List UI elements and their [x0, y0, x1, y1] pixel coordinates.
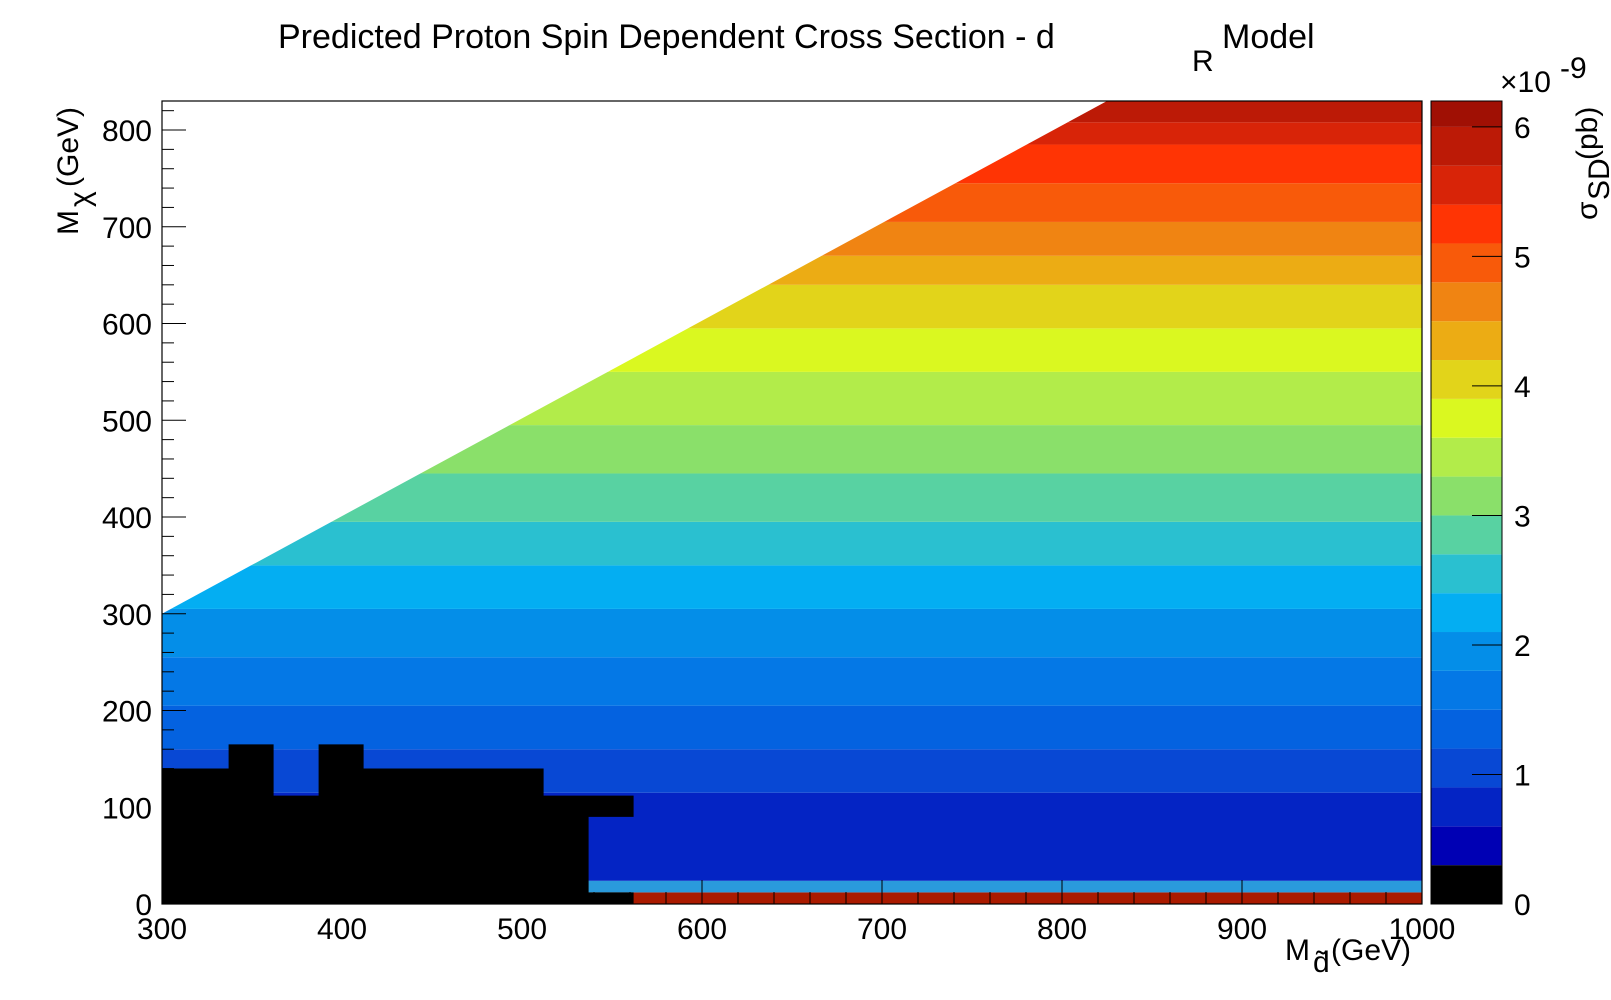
heatmap-band-13 — [162, 284, 1422, 329]
colorbar-segment-19 — [1431, 126, 1502, 166]
colorbar-frame — [1430, 100, 1503, 905]
x-axis-title-unit: (GeV) — [1331, 934, 1411, 967]
z-axis-title-sub: SD — [1583, 158, 1611, 200]
colorbar-segment-7 — [1431, 593, 1502, 633]
colorbar-segment-2 — [1431, 787, 1502, 827]
colorbar-segment-17 — [1431, 204, 1502, 244]
colorbar-segment-0 — [1431, 865, 1502, 904]
colorbar-segment-8 — [1431, 554, 1502, 594]
colorbar-segment-18 — [1431, 165, 1502, 205]
y-tick-label: 200 — [102, 696, 152, 729]
excluded-region — [162, 744, 634, 904]
colorbar-segment-4 — [1431, 709, 1502, 749]
y-tick-label: 700 — [102, 212, 152, 245]
colorbar-segment-12 — [1431, 398, 1502, 438]
heatmap-plot-area — [162, 101, 1422, 904]
heatmap-band-16 — [162, 183, 1422, 222]
z-tick-label: 6 — [1514, 112, 1531, 145]
y-tick-label: 400 — [102, 502, 152, 535]
x-tick-label: 800 — [1037, 913, 1087, 946]
y-tick-label: 300 — [102, 599, 152, 632]
x-tick-label: 500 — [497, 913, 547, 946]
z-axis-title-unit: (pb) — [1571, 107, 1604, 160]
z-tick-label: 1 — [1514, 759, 1531, 792]
heatmap-band-11 — [162, 371, 1422, 426]
x-tick-label: 1000 — [1389, 913, 1456, 946]
x-axis-title-sub: d̃ — [1313, 946, 1330, 979]
y-tick-label: 600 — [102, 309, 152, 342]
colorbar-segment-1 — [1431, 826, 1502, 866]
heatmap-band-9 — [162, 473, 1422, 522]
colorbar-segment-13 — [1431, 360, 1502, 399]
chart-title-main: Predicted Proton Spin Dependent Cross Se… — [278, 18, 1055, 56]
y-tick-label: 0 — [135, 889, 152, 922]
chart-title-subscript: R — [1192, 45, 1214, 78]
colorbar-segment-20 — [1431, 101, 1502, 127]
heatmap-band-10 — [162, 425, 1422, 474]
colorbar-segment-10 — [1431, 476, 1502, 516]
z-tick-label: 3 — [1514, 500, 1531, 533]
colorbar: 0 1 2 3 4 5 6 — [1430, 100, 1531, 922]
chart-title-suffix: Model — [1222, 18, 1315, 56]
y-axis-title-main: M — [52, 210, 85, 235]
z-axis-title-main: σ — [1571, 201, 1604, 220]
heatmap-band-15 — [162, 221, 1422, 256]
y-tick-label: 500 — [102, 405, 152, 438]
heatmap-band-5 — [162, 657, 1422, 706]
heatmap-band-14 — [162, 255, 1422, 285]
heatmap-band-6 — [162, 608, 1422, 658]
z-tick-label: 4 — [1514, 371, 1531, 404]
y-tick-label: 800 — [102, 115, 152, 148]
z-tick-label: 0 — [1514, 889, 1531, 922]
heatmap-band-8 — [162, 521, 1422, 566]
x-tick-label: 600 — [677, 913, 727, 946]
colorbar-segment-9 — [1431, 515, 1502, 555]
colorbar-segment-16 — [1431, 243, 1502, 283]
heatmap-band-12 — [162, 328, 1422, 372]
z-tick-label: 5 — [1514, 241, 1531, 274]
heatmap-band-7 — [162, 565, 1422, 609]
colorbar-segment-6 — [1431, 632, 1502, 671]
colorbar-segment-11 — [1431, 437, 1502, 477]
z-multiplier-exponent: -9 — [1560, 52, 1587, 85]
colorbar-segment-15 — [1431, 282, 1502, 322]
z-tick-label: 2 — [1514, 630, 1531, 663]
x-tick-label: 400 — [317, 913, 367, 946]
x-tick-label: 300 — [137, 913, 187, 946]
colorbar-segment-5 — [1431, 670, 1502, 710]
y-axis-title-sub: χ — [64, 191, 97, 207]
colorbar-segment-3 — [1431, 748, 1502, 788]
chart-title: Predicted Proton Spin Dependent Cross Se… — [278, 18, 1055, 56]
y-axis-title-unit: (GeV) — [52, 107, 85, 187]
heatmap-band-0 — [162, 892, 1422, 904]
colorbar-segment-14 — [1431, 321, 1502, 361]
x-tick-label: 900 — [1217, 913, 1267, 946]
y-tick-label: 100 — [102, 792, 152, 825]
heatmap-band-19 — [162, 101, 1422, 123]
plot-frame — [161, 100, 1423, 905]
heatmap-band-1 — [162, 880, 1422, 893]
heatmap-band-17 — [162, 144, 1422, 184]
z-multiplier: ×10 — [1500, 66, 1551, 99]
heatmap-band-4 — [162, 705, 1422, 750]
heatmap-band-18 — [162, 122, 1422, 145]
x-axis-title-main: M — [1285, 934, 1310, 967]
axes: 300 400 500 600 700 800 900 1000 0 100 200 300 400 50… — [102, 100, 1456, 946]
x-tick-label: 700 — [857, 913, 907, 946]
